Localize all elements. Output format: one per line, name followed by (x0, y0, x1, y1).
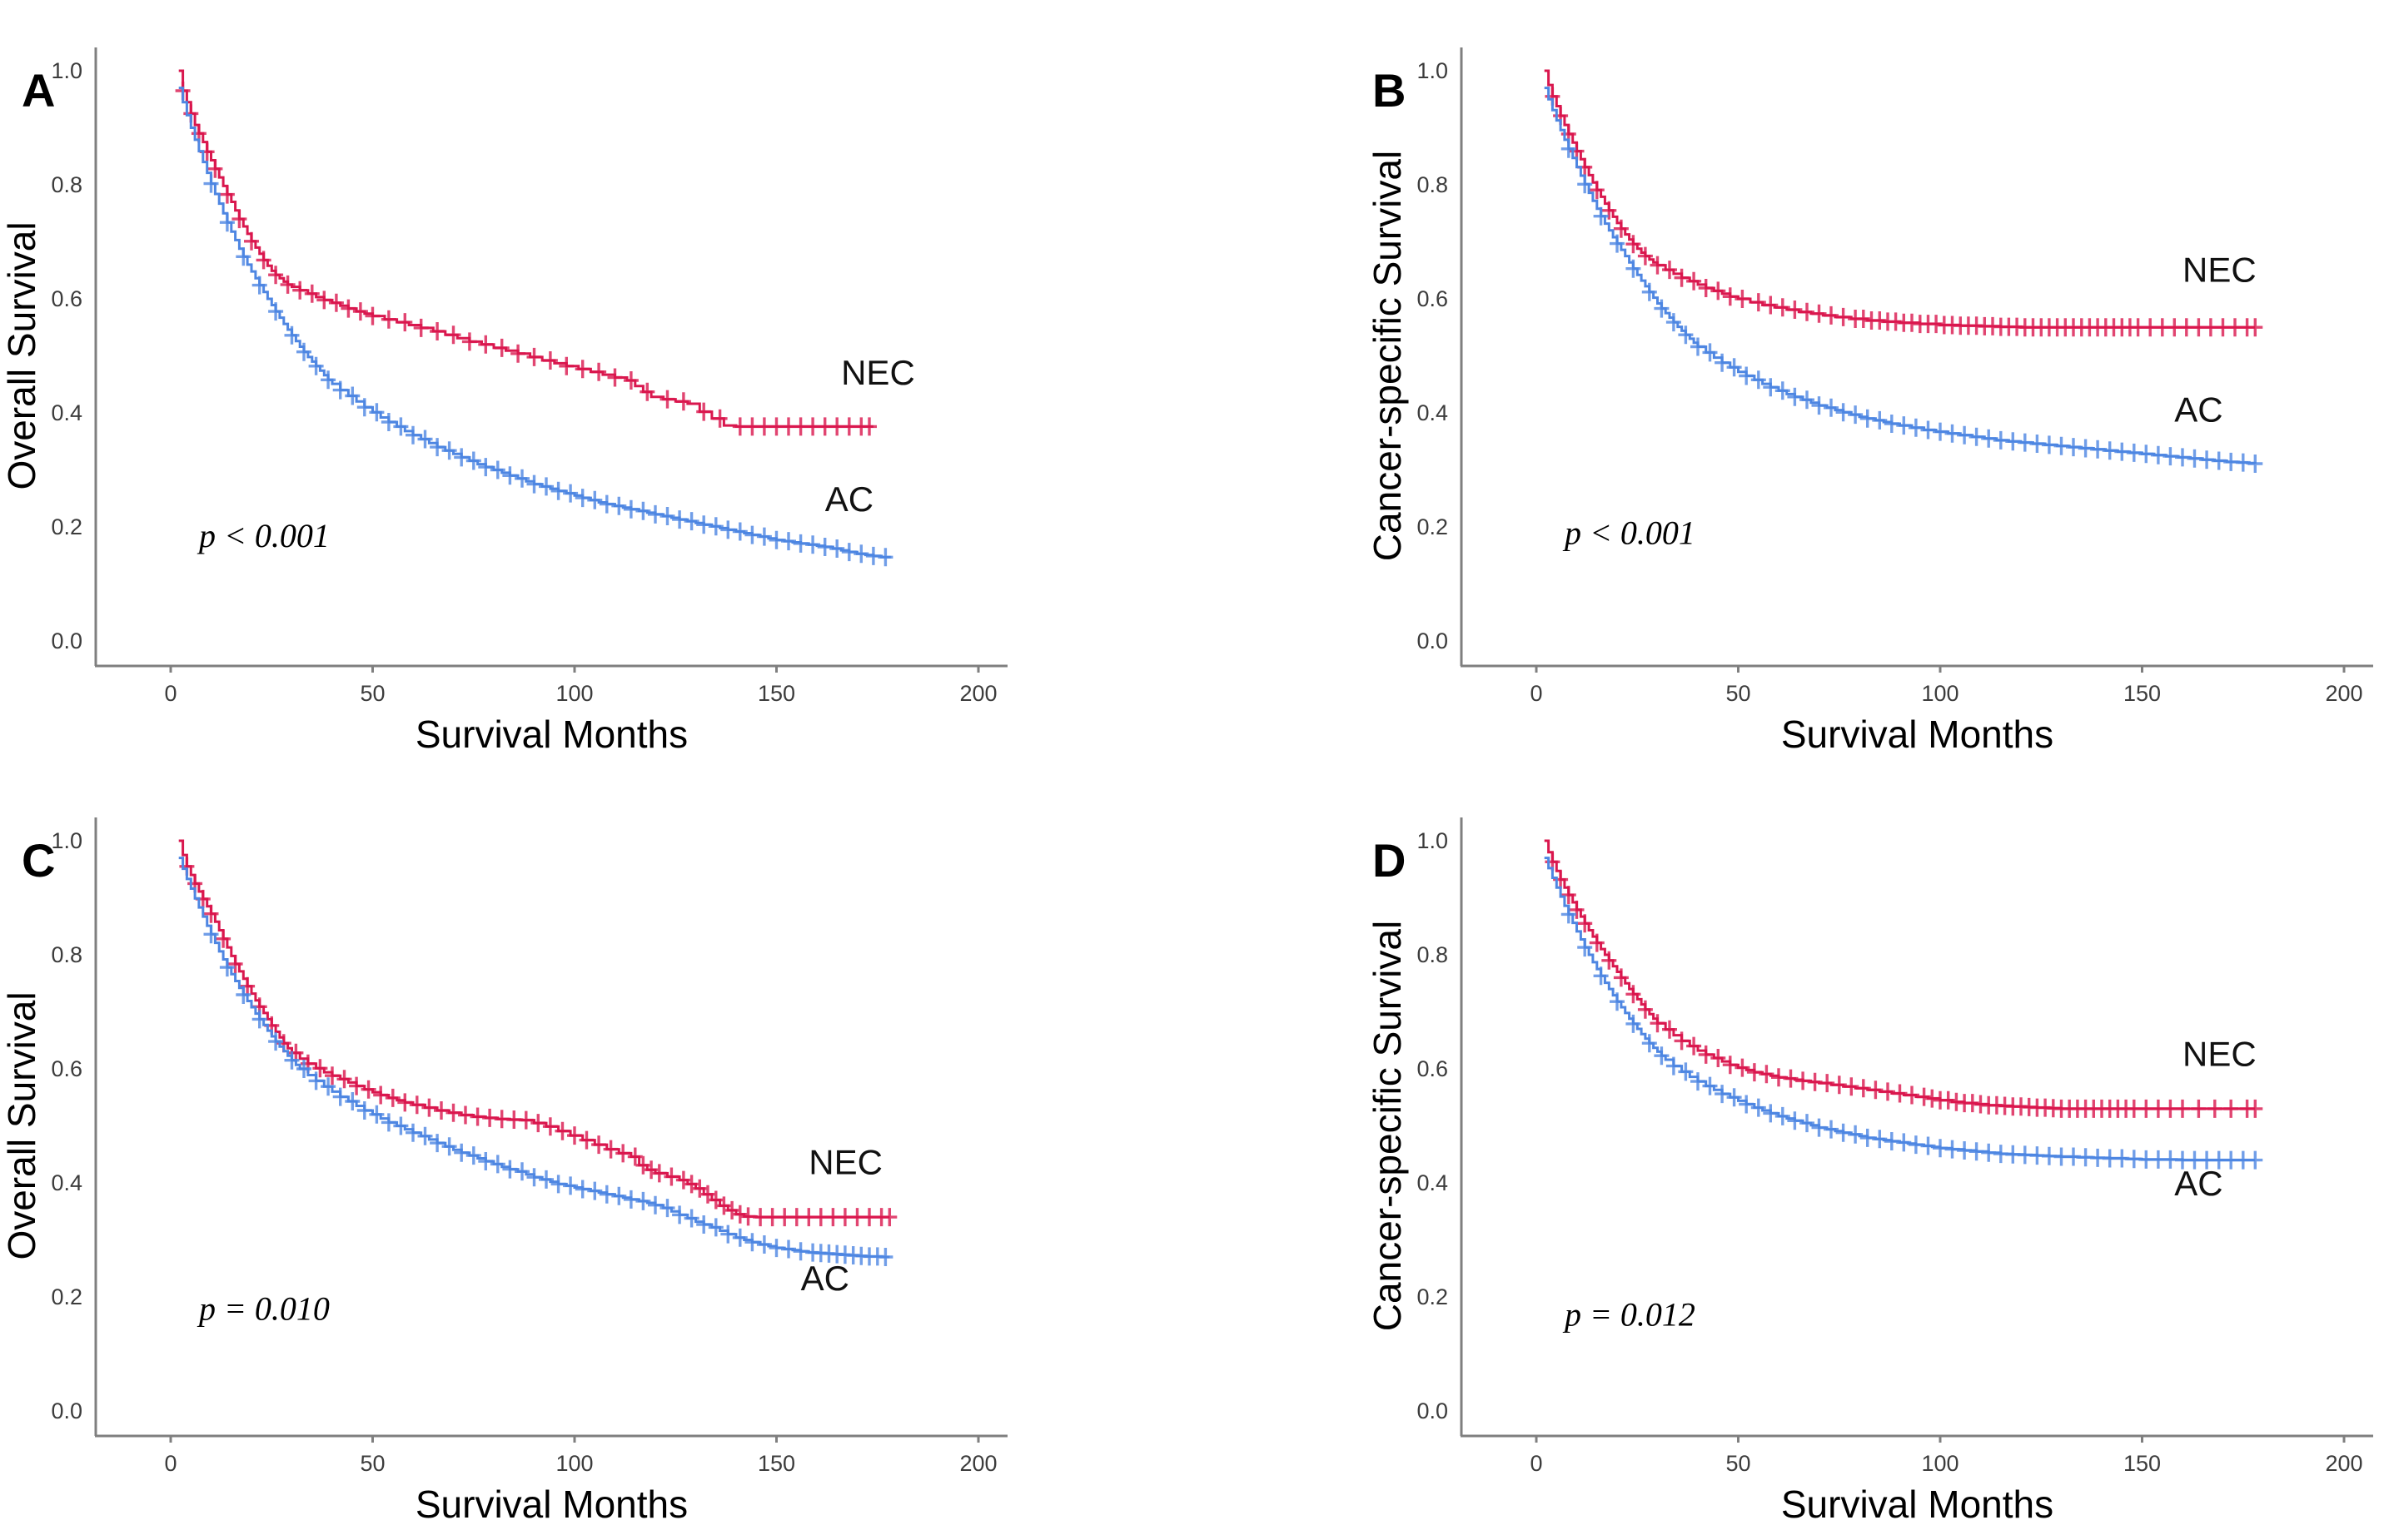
y-axis-title: Cancer-specific Survival (1366, 921, 1409, 1331)
series-label-nec: NEC (2182, 1035, 2257, 1074)
censor-marks-ac (203, 174, 893, 567)
x-axis-title: Survival Months (1781, 713, 2053, 756)
panel-B-chart: B 0.0 0.2 0.4 0.6 0.8 1.0 0 50 100 150 200 Survival … (1366, 47, 2373, 756)
x-tick-label: 0 (1530, 1451, 1542, 1476)
y-tick-label: 0.0 (51, 628, 82, 653)
panel-letter: C (22, 834, 55, 887)
x-tick-label: 200 (2325, 681, 2362, 706)
censor-marks-ac (203, 925, 893, 1266)
censor-marks-nec (1545, 852, 2263, 1118)
panel-B: B 0.0 0.2 0.4 0.6 0.8 1.0 0 50 100 150 200 Survival … (1366, 0, 2384, 770)
y-tick-label: 0.6 (51, 286, 82, 311)
x-tick-label: 50 (1725, 681, 1750, 706)
km-curve-nec (1544, 839, 2256, 1110)
panel-A-chart: A 0.0 0.2 0.4 0.6 0.8 1.0 0 50 100 150 200 Survival … (0, 47, 1008, 756)
series-label-ac: AC (825, 479, 873, 519)
y-tick-label: 0.2 (51, 514, 82, 539)
x-tick-label: 50 (360, 681, 385, 706)
panel-A: A 0.0 0.2 0.4 0.6 0.8 1.0 0 50 100 150 200 Survival … (0, 0, 1182, 770)
y-tick-label: 0.6 (1416, 286, 1448, 311)
y-axis-title: Overall Survival (0, 221, 43, 489)
x-tick-label: 200 (959, 681, 997, 706)
y-tick-label: 1.0 (51, 828, 82, 853)
x-tick-label: 0 (164, 681, 177, 706)
censor-marks-ac (1560, 905, 2263, 1170)
x-axis-title: Survival Months (1781, 1483, 2053, 1526)
y-tick-label: 0.8 (51, 172, 82, 197)
x-tick-label: 200 (959, 1451, 997, 1476)
censor-marks-nec (1545, 87, 2263, 337)
panel-letter: A (22, 64, 55, 117)
y-tick-label: 0.4 (1416, 1170, 1448, 1195)
x-tick-label: 100 (1921, 681, 1958, 706)
y-tick-label: 0.2 (51, 1284, 82, 1309)
y-tick-label: 1.0 (1416, 828, 1448, 853)
censor-marks-nec (179, 857, 898, 1227)
x-tick-label: 50 (360, 1451, 385, 1476)
y-tick-label: 0.8 (51, 942, 82, 967)
y-tick-label: 0.2 (1416, 514, 1448, 539)
panel-C-chart: C 0.0 0.2 0.4 0.6 0.8 1.0 0 50 100 150 200 Survival … (0, 817, 1008, 1526)
series-label-ac: AC (2174, 1164, 2222, 1203)
y-tick-label: 0.0 (1416, 1398, 1448, 1423)
y-tick-label: 0.2 (1416, 1284, 1448, 1309)
censor-marks-nec (175, 82, 877, 436)
km-curve-nec (178, 839, 890, 1219)
x-tick-label: 100 (555, 681, 593, 706)
panel-C: C 0.0 0.2 0.4 0.6 0.8 1.0 0 50 100 150 200 Survival … (0, 770, 1182, 1540)
x-tick-label: 0 (164, 1451, 177, 1476)
km-curve-ac (178, 857, 890, 1259)
x-tick-label: 150 (758, 681, 795, 706)
x-tick-label: 200 (2325, 1451, 2362, 1476)
y-tick-label: 1.0 (1416, 58, 1448, 83)
p-value-label: p = 0.010 (197, 1289, 330, 1327)
series-label-ac: AC (801, 1259, 849, 1298)
censor-marks-ac (1560, 139, 2263, 473)
y-tick-label: 0.8 (1416, 942, 1448, 967)
p-value-label: p = 0.012 (1562, 1295, 1695, 1333)
panel-D-chart: D 0.0 0.2 0.4 0.6 0.8 1.0 0 50 100 150 200 Survival … (1366, 817, 2373, 1526)
x-tick-label: 150 (2123, 1451, 2161, 1476)
p-value-label: p < 0.001 (1562, 514, 1695, 552)
x-tick-label: 150 (2123, 681, 2161, 706)
p-value-label: p < 0.001 (197, 517, 330, 554)
x-tick-label: 100 (555, 1451, 593, 1476)
y-tick-label: 0.4 (1416, 400, 1448, 425)
x-tick-label: 50 (1725, 1451, 1750, 1476)
panel-D: D 0.0 0.2 0.4 0.6 0.8 1.0 0 50 100 150 200 Survival … (1366, 770, 2384, 1540)
series-label-nec: NEC (809, 1143, 883, 1182)
y-tick-label: 0.0 (51, 1398, 82, 1423)
y-tick-label: 0.6 (51, 1056, 82, 1081)
y-tick-label: 0.4 (51, 1170, 82, 1195)
series-label-ac: AC (2174, 390, 2222, 429)
x-tick-label: 100 (1921, 1451, 1958, 1476)
x-tick-label: 0 (1530, 681, 1542, 706)
panel-letter: B (1372, 64, 1406, 117)
y-tick-label: 0.4 (51, 400, 82, 425)
y-tick-label: 0.8 (1416, 172, 1448, 197)
y-tick-label: 1.0 (51, 58, 82, 83)
km-curve-nec (1544, 69, 2256, 329)
series-label-nec: NEC (841, 353, 915, 392)
y-tick-label: 0.0 (1416, 628, 1448, 653)
y-axis-title: Cancer-specific Survival (1366, 151, 1409, 561)
x-axis-title: Survival Months (416, 713, 688, 756)
km-curve-nec (178, 69, 873, 428)
panel-letter: D (1372, 834, 1406, 887)
series-label-nec: NEC (2182, 250, 2257, 289)
y-tick-label: 0.6 (1416, 1056, 1448, 1081)
km-curve-ac (1544, 87, 2257, 464)
x-tick-label: 150 (758, 1451, 795, 1476)
y-axis-title: Overall Survival (0, 991, 43, 1259)
x-axis-title: Survival Months (416, 1483, 688, 1526)
